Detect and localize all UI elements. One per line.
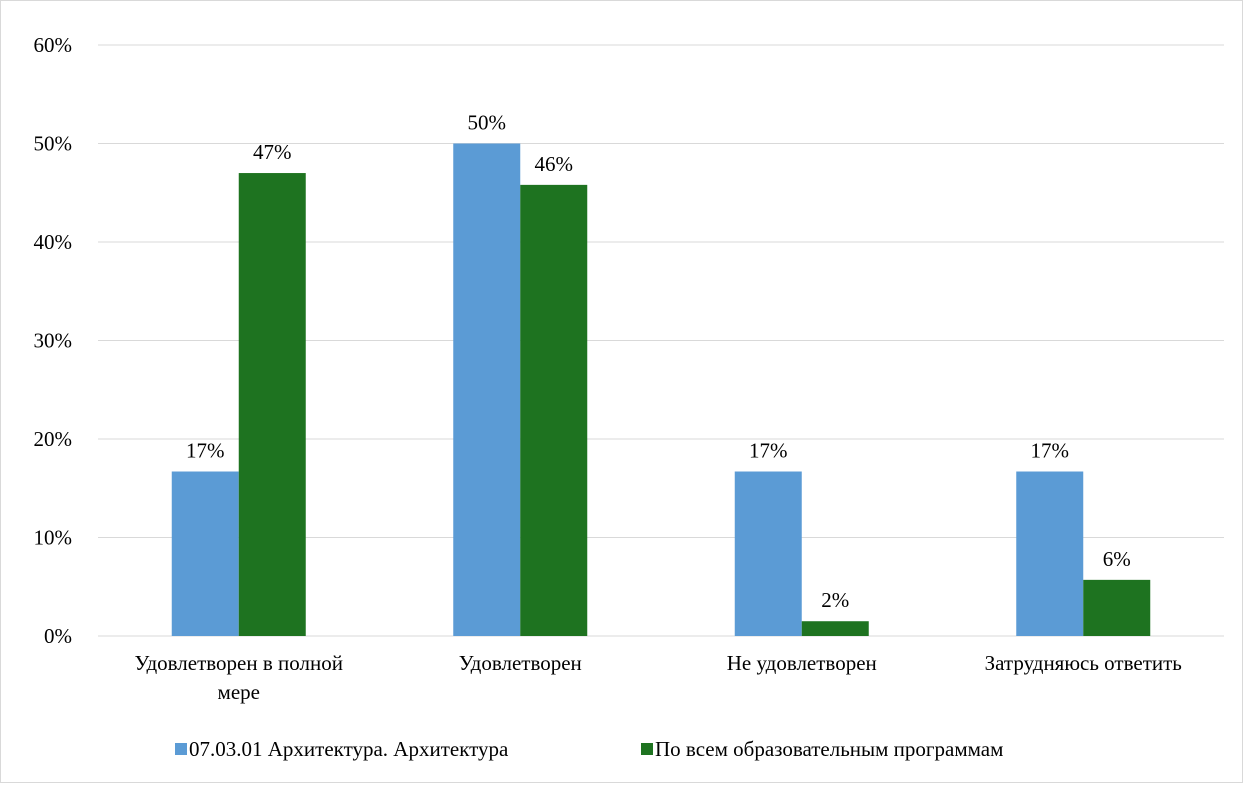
legend: 07.03.01 Архитектура. Архитектура По всем… xyxy=(175,737,1003,761)
data-label: 2% xyxy=(821,588,849,612)
data-label: 17% xyxy=(1031,439,1070,463)
data-label: 46% xyxy=(535,152,574,176)
y-tick-label: 20% xyxy=(34,427,73,451)
bar-series-2-cat-3 xyxy=(801,621,869,636)
y-tick-label: 40% xyxy=(34,230,73,254)
y-tick-label: 50% xyxy=(34,132,73,156)
data-label: 17% xyxy=(186,439,225,463)
category-label: Удовлетворен в полной xyxy=(135,651,343,675)
y-axis-ticks: 0% 10% 20% 30% 40% 50% 60% xyxy=(34,33,73,648)
bar-series-1-cat-1 xyxy=(171,471,239,636)
data-label: 17% xyxy=(749,439,788,463)
bar-series-1-cat-4 xyxy=(1016,471,1084,636)
x-axis-categories: Удовлетворен в полной мере Удовлетворен Не … xyxy=(135,651,1182,704)
legend-swatch xyxy=(175,743,187,755)
data-label: 50% xyxy=(468,111,507,135)
bar-series-2-cat-2 xyxy=(520,184,588,636)
category-label: Не удовлетворен xyxy=(727,651,877,675)
bar-series-1-cat-2 xyxy=(453,143,521,636)
y-tick-label: 10% xyxy=(34,526,73,550)
bar-series-1-cat-3 xyxy=(734,471,802,636)
category-label: мере xyxy=(218,680,260,704)
y-tick-label: 30% xyxy=(34,329,73,353)
bar-series-2-cat-1 xyxy=(238,173,306,637)
bar-series-2-cat-4 xyxy=(1083,579,1151,636)
category-label: Затрудняюсь ответить xyxy=(985,651,1182,675)
y-tick-label: 60% xyxy=(34,33,73,57)
legend-label: По всем образовательным программам xyxy=(655,737,1003,761)
legend-swatch xyxy=(641,743,653,755)
legend-label: 07.03.01 Архитектура. Архитектура xyxy=(189,737,509,761)
data-label: 6% xyxy=(1103,547,1131,571)
data-label: 47% xyxy=(253,140,292,164)
category-label: Удовлетворен xyxy=(459,651,582,675)
data-labels: 17% 50% 17% 17% 47% 46% 2% 6% xyxy=(186,111,1131,613)
bars xyxy=(171,143,1151,637)
y-tick-label: 0% xyxy=(44,624,72,648)
